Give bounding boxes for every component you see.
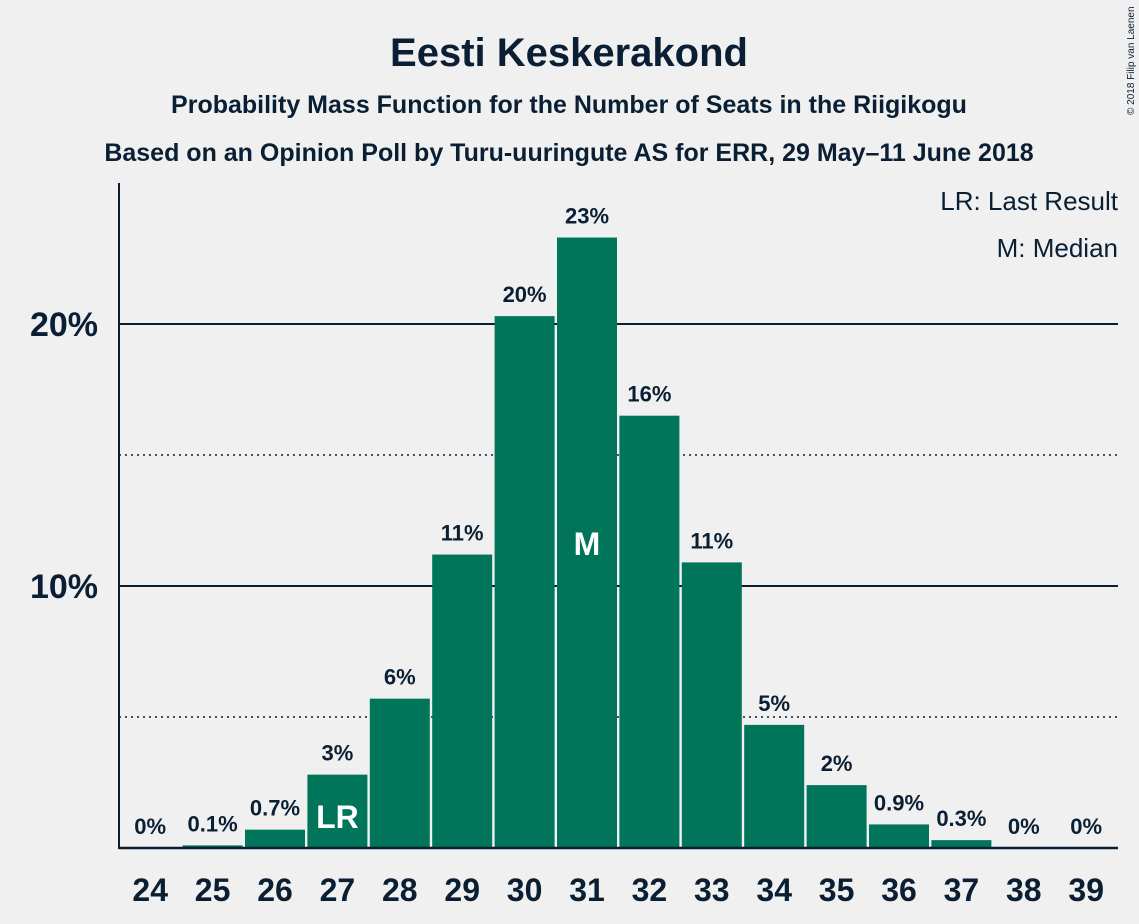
legend-median: M: Median [997, 233, 1118, 263]
x-tick-label: 33 [694, 872, 730, 908]
data-label-seats-26: 0.7% [250, 796, 300, 821]
data-label-seats-34: 5% [758, 691, 790, 716]
y-tick-label: 10% [30, 568, 98, 606]
x-tick-label: 30 [507, 872, 543, 908]
bar-seats-29 [432, 554, 493, 848]
bar-seats-30 [494, 316, 555, 848]
data-label-seats-33: 11% [690, 528, 733, 553]
median-marker: M [574, 526, 601, 562]
x-tick-label: 26 [257, 872, 293, 908]
data-label-seats-35: 2% [821, 751, 853, 776]
data-label-seats-31: 23% [565, 204, 609, 229]
x-tick-label: 31 [569, 872, 605, 908]
data-label-seats-36: 0.9% [874, 790, 924, 815]
bar-seats-28 [369, 698, 430, 848]
bar-seats-27 [307, 774, 368, 848]
x-tick-label: 39 [1068, 872, 1104, 908]
x-tick-label: 28 [382, 872, 418, 908]
x-tick-label: 25 [195, 872, 231, 908]
legend-last-result: LR: Last Result [940, 186, 1119, 216]
gridlines: 10% 20% [30, 306, 1118, 718]
y-tick-label: 20% [30, 306, 98, 344]
data-label-seats-27: 3% [322, 741, 354, 766]
bar-seats-36 [869, 824, 929, 848]
chart-subtitle: Probability Mass Function for the Number… [171, 91, 967, 119]
x-tick-label: 37 [944, 872, 980, 908]
copyright-note: © 2018 Filip van Laenen [1126, 6, 1137, 115]
bar-seats-34 [744, 724, 805, 848]
bar-seats-32 [619, 415, 680, 848]
data-label-seats-32: 16% [627, 382, 671, 407]
data-label-seats-25: 0.1% [188, 811, 238, 836]
x-tick-label: 35 [819, 872, 855, 908]
data-labels: 0% 0.1% 0.7% 3% LR 6% 11% 20% 23% M 16% 11% 5% 2% 0.9%… [134, 204, 1102, 839]
x-tick-label: 36 [881, 872, 917, 908]
bar-seats-31 [557, 237, 617, 849]
data-label-seats-37: 0.3% [936, 806, 986, 831]
x-tick-label: 29 [444, 872, 480, 908]
chart-title: Eesti Keskerakond [390, 31, 748, 75]
data-label-seats-30: 20% [503, 282, 547, 307]
x-tick-label: 32 [632, 872, 668, 908]
bars [182, 237, 992, 849]
bar-seats-37 [931, 840, 992, 848]
bar-seats-33 [681, 562, 742, 848]
data-label-seats-28: 6% [384, 665, 416, 690]
x-tick-label: 24 [132, 872, 168, 908]
data-label-seats-29: 11% [441, 521, 484, 546]
x-tick-label: 27 [320, 872, 356, 908]
last-result-marker: LR [316, 799, 359, 835]
x-tick-label: 38 [1006, 872, 1042, 908]
chart-subtitle-poll: Based on an Opinion Poll by Turu-uuringu… [104, 139, 1033, 167]
bar-seats-25 [182, 845, 243, 848]
data-label-seats-38: 0% [1008, 814, 1040, 839]
bar-seats-26 [245, 829, 305, 848]
data-label-seats-39: 0% [1070, 814, 1102, 839]
data-label-seats-24: 0% [134, 814, 166, 839]
bar-seats-35 [806, 785, 867, 848]
axes: 24 25 26 27 28 29 30 31 32 33 34 35 36 37 38 39 [118, 183, 1118, 908]
x-tick-label: 34 [756, 872, 792, 908]
